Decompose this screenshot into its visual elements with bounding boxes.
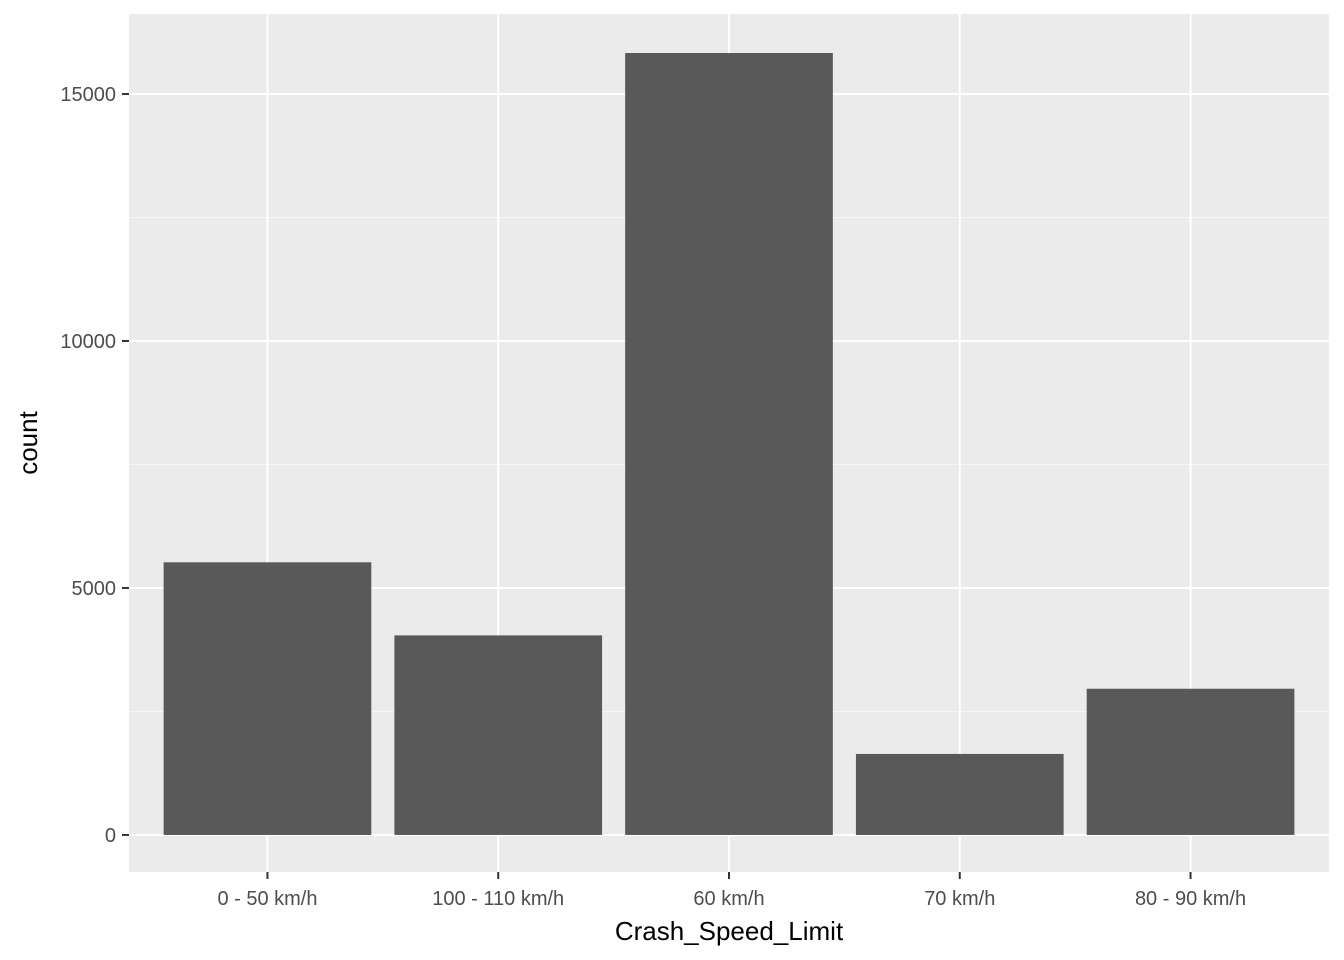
axis-ticks xyxy=(122,93,1192,879)
x-tick-labels: 0 - 50 km/h 100 - 110 km/h 60 km/h 70 km/h 8… xyxy=(217,888,1246,910)
bars xyxy=(163,53,1295,835)
y-tick-label: 5000 xyxy=(72,578,117,600)
bar xyxy=(625,53,833,835)
y-tick-label: 15000 xyxy=(60,84,116,106)
bar xyxy=(394,635,603,835)
y-tick-label: 10000 xyxy=(60,331,116,353)
y-tick-labels: 0 5000 10000 15000 xyxy=(60,84,116,847)
y-tick-label: 0 xyxy=(105,825,116,847)
bar xyxy=(163,562,372,835)
bar xyxy=(855,753,1064,835)
x-tick-label: 100 - 110 km/h xyxy=(432,888,564,910)
y-axis-title: count xyxy=(13,410,43,474)
x-tick-label: 80 - 90 km/h xyxy=(1135,888,1246,910)
x-tick-label: 70 km/h xyxy=(924,888,995,910)
x-tick-label: 0 - 50 km/h xyxy=(217,888,317,910)
x-tick-label: 60 km/h xyxy=(693,888,764,910)
x-axis-title: Crash_Speed_Limit xyxy=(615,916,844,946)
bar xyxy=(1086,688,1295,835)
